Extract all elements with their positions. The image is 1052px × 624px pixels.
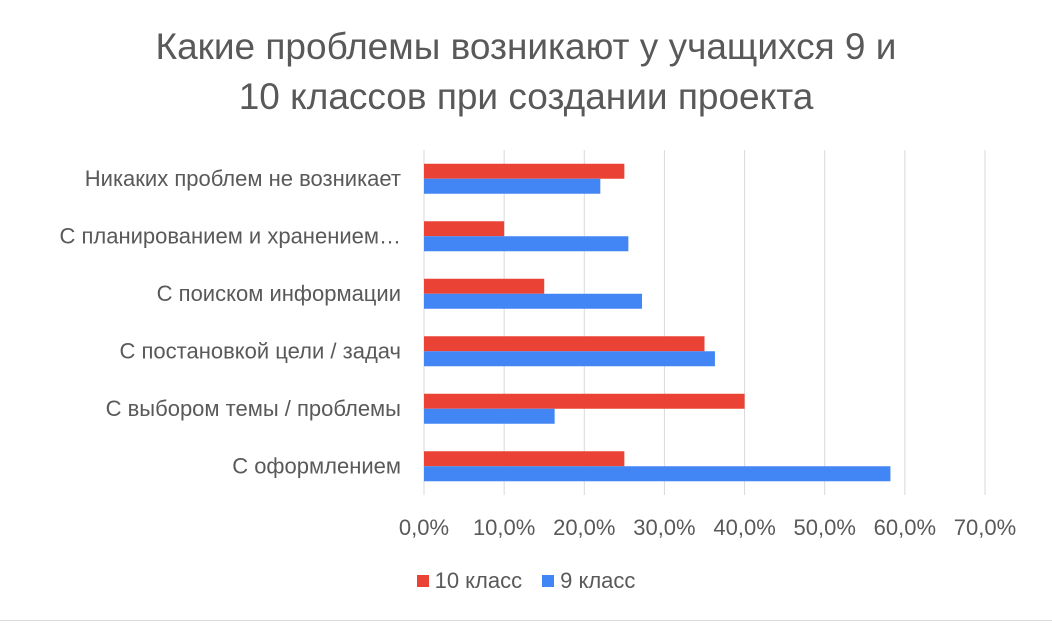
x-tick-label: 10,0%: [473, 515, 535, 540]
bar-9-class: [424, 178, 601, 194]
x-tick-label: 60,0%: [874, 515, 936, 540]
bar-9-class: [424, 466, 891, 482]
bar-10-class: [424, 451, 625, 467]
legend-swatch-10-class: [416, 575, 429, 587]
legend-swatch-9-class: [542, 575, 555, 587]
category-label: С выбором темы / проблемы: [106, 396, 401, 421]
x-tick-label: 0,0%: [399, 515, 449, 540]
category-label: С оформлением: [232, 453, 401, 478]
legend-item-10-class: 10 класс: [416, 568, 523, 594]
chart-title: Какие проблемы возникают у учащихся 9 и …: [0, 22, 1052, 122]
bar-10-class: [424, 278, 545, 294]
category-label: С постановкой цели / задач: [120, 338, 402, 363]
category-label: С поиском информации: [157, 281, 401, 306]
category-label: С планированием и хранением…: [59, 223, 401, 248]
bar-9-class: [424, 236, 629, 252]
legend: 10 класс 9 класс: [0, 568, 1052, 594]
bar-chart: 0,0% 10,0% 20,0% 30,0% 40,0% 50,0% 60,0% 70,0% Н…: [59, 150, 1016, 540]
chart-title-line-1: Какие проблемы возникают у учащихся 9 и: [155, 26, 897, 67]
x-tick-label: 40,0%: [713, 515, 775, 540]
legend-label-10-class: 10 класс: [434, 568, 523, 593]
bar-9-class: [424, 351, 715, 367]
x-tick-label: 50,0%: [794, 515, 856, 540]
x-tick-label: 20,0%: [553, 515, 615, 540]
bar-9-class: [424, 293, 642, 309]
legend-item-9-class: 9 класс: [542, 568, 635, 594]
chart-title-line-2: 10 классов при создании проекта: [238, 76, 814, 117]
legend-label-9-class: 9 класс: [560, 568, 636, 593]
bar-10-class: [424, 221, 505, 237]
bottom-divider: [0, 620, 1052, 621]
category-label: Никаких проблем не возникает: [85, 166, 401, 191]
bar-10-class: [424, 336, 705, 352]
bar-9-class: [424, 408, 555, 424]
x-tick-label: 30,0%: [633, 515, 695, 540]
bar-10-class: [424, 393, 745, 409]
x-tick-label: 70,0%: [954, 515, 1016, 540]
bar-10-class: [424, 163, 625, 179]
